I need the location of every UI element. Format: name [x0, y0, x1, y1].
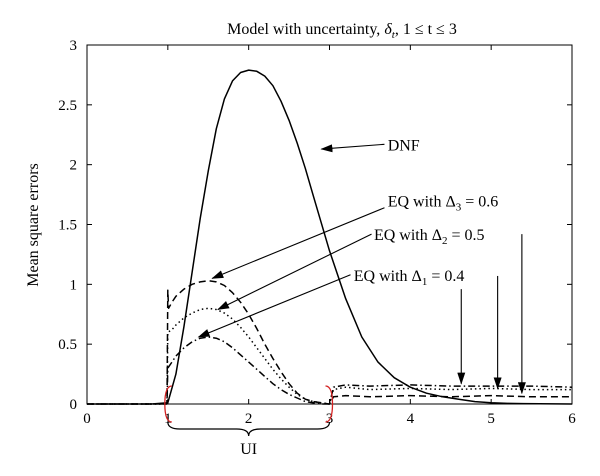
annotation-arrow-eq1 — [197, 274, 351, 338]
annotation-label-eq2: EQ with Δ2 = 0.5 — [374, 227, 485, 247]
y-tick-label: 2.5 — [58, 98, 77, 114]
y-axis-title: Mean square errors — [25, 163, 42, 287]
x-tick-label: 2 — [245, 411, 253, 427]
y-tick-label: 1.5 — [58, 218, 77, 234]
x-tick-label: 5 — [487, 411, 495, 427]
series-line-dashdot — [87, 336, 573, 405]
series-line-solid — [87, 69, 573, 405]
annotation-layer: DNF EQ with Δ3 = 0.6 EQ with Δ2 = 0.5 EQ wi… — [197, 137, 526, 395]
annotation-arrow-eq2 — [217, 233, 372, 310]
y-tick-label: 3 — [70, 38, 78, 54]
annotation-label-dnf: DNF — [388, 137, 420, 154]
series-layer — [87, 69, 573, 405]
x-tick-label: 6 — [568, 411, 576, 427]
x-tick-label: 4 — [407, 411, 415, 427]
y-tick-label: 2 — [70, 158, 78, 174]
interval-bracket-left — [164, 385, 172, 423]
annotation-label-eq1: EQ with Δ1 = 0.4 — [354, 268, 465, 288]
chart-title: Model with uncertainty, δt, 1 ≤ t ≤ 3 — [227, 21, 457, 41]
series-line-dashed — [87, 279, 572, 405]
y-tick-label: 0.5 — [58, 337, 77, 353]
annotation-arrow-eq3 — [211, 207, 385, 279]
series-line-dotted — [87, 307, 572, 405]
uncertainty-interval: UI — [164, 385, 334, 458]
axis-ticks: 0 1 2 3 4 5 600.511.522.53 — [58, 38, 576, 427]
x-tick-label: 0 — [83, 411, 91, 427]
annotation-arrow-dnf — [320, 143, 385, 153]
interval-bracket-right — [325, 385, 334, 423]
y-tick-label: 0 — [70, 397, 78, 413]
interval-brace — [167, 421, 331, 437]
y-tick-label: 1 — [70, 277, 78, 293]
annotation-label-eq3: EQ with Δ3 = 0.6 — [388, 194, 499, 214]
plot-frame — [86, 44, 573, 405]
interval-label: UI — [240, 441, 257, 458]
